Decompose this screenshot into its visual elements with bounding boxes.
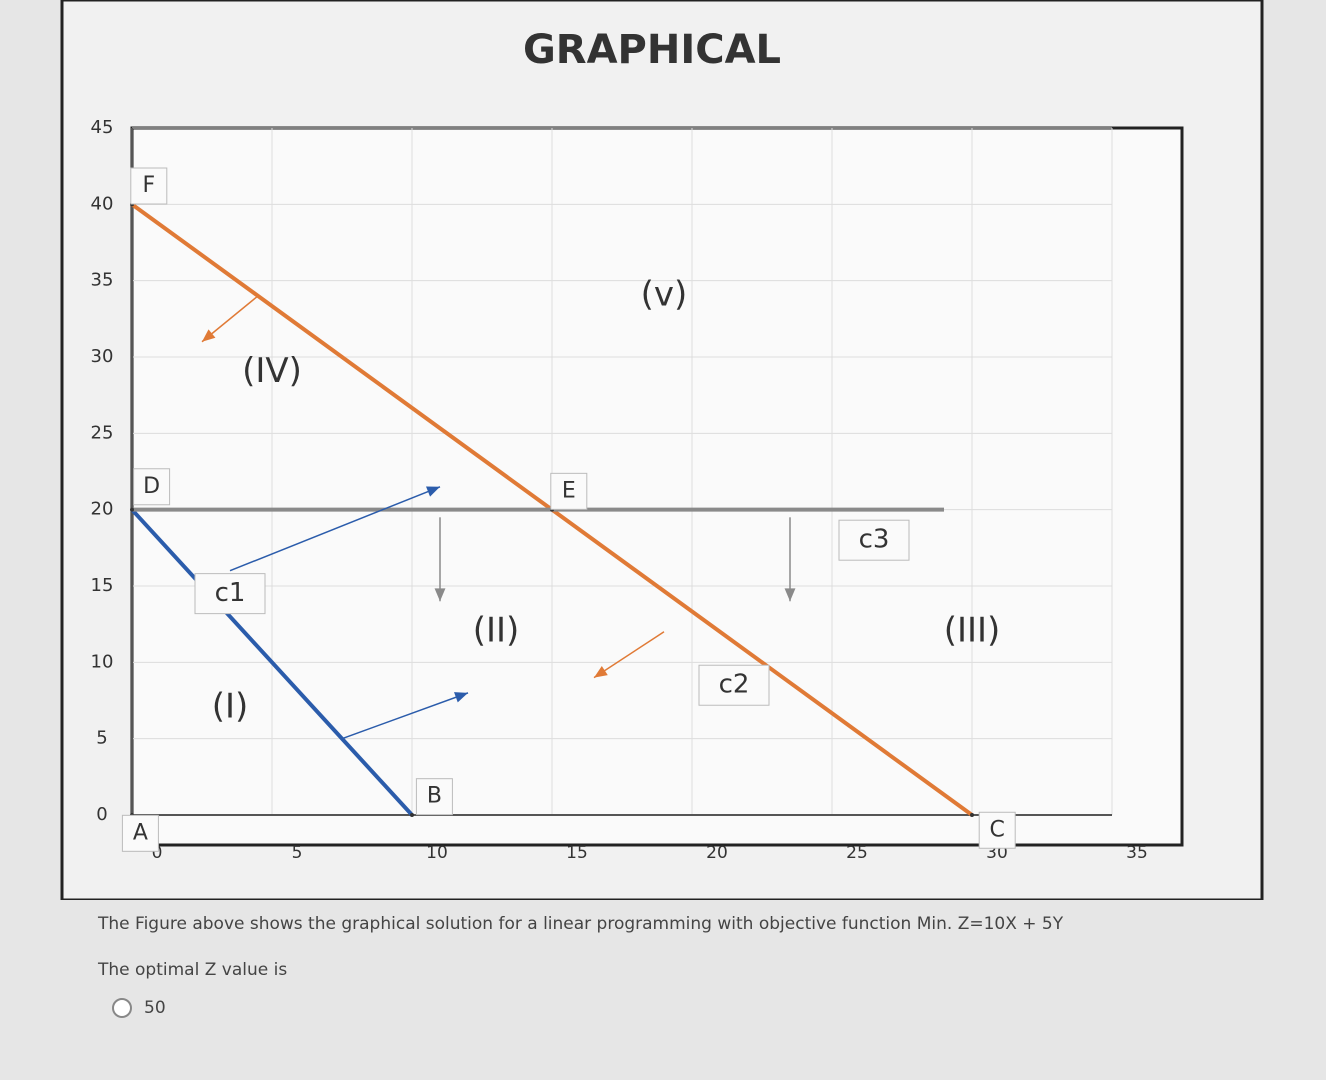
label-box: [698, 664, 770, 706]
arrow-head: [784, 588, 796, 602]
radio[interactable]: [112, 998, 132, 1018]
question-text: The Figure above shows the graphical sol…: [98, 914, 1064, 934]
region-label: (III): [944, 610, 1001, 650]
y-tick-label: 20: [91, 499, 114, 520]
chart-title: GRAPHICAL: [523, 27, 781, 73]
label-box: [415, 778, 453, 816]
x-tick-label: 5: [292, 843, 303, 863]
point-label: D: [143, 474, 160, 499]
arrow-head: [426, 486, 440, 497]
constraint-label: c2: [719, 670, 750, 700]
direction-arrow: [593, 631, 665, 679]
label-box: [550, 472, 588, 510]
region-label: (IV): [242, 351, 302, 391]
y-tick-label: 40: [91, 193, 114, 214]
x-tick-label: 20: [706, 843, 728, 863]
plot-area: [130, 126, 1184, 847]
y-tick-label: 25: [91, 422, 114, 443]
arrow-head: [594, 665, 608, 678]
label-box: [121, 814, 159, 852]
y-tick-label: 10: [91, 651, 114, 672]
label-box: [133, 468, 171, 506]
arrow-head: [202, 329, 216, 342]
x-tick-label: 0: [152, 843, 163, 863]
x-tick-label: 10: [426, 843, 448, 863]
point-label: E: [562, 478, 576, 503]
x-tick-label: 15: [566, 843, 588, 863]
label-box: [978, 811, 1016, 849]
y-tick-label: 30: [91, 346, 114, 367]
chart: GRAPHICAL 0 5 10 15 20 25 30 350510152025303540…: [60, 0, 1264, 900]
label-box: [194, 573, 266, 615]
y-tick-label: 5: [96, 728, 107, 749]
point-label: F: [142, 173, 155, 198]
point-label: A: [133, 820, 148, 845]
direction-arrow: [341, 692, 469, 740]
point-label: C: [990, 817, 1005, 842]
x-tick-label: 35: [1126, 843, 1148, 863]
region-label: (II): [473, 610, 520, 650]
constraint-line: [130, 508, 414, 817]
label-box: [130, 167, 168, 205]
region-label: (I): [212, 687, 249, 727]
constraint-label: c3: [859, 525, 890, 555]
y-tick-label: 0: [96, 804, 107, 825]
corner-point: [130, 507, 134, 512]
y-tick-label: 35: [91, 270, 114, 291]
option-label: 50: [144, 998, 166, 1018]
question-prompt: The optimal Z value is: [98, 960, 288, 980]
y-tick-label: 15: [91, 575, 114, 596]
corner-point: [970, 813, 974, 817]
arrow-head: [434, 588, 446, 602]
region-label: (v): [641, 274, 688, 314]
y-tick-label: 45: [91, 117, 114, 138]
label-box: [838, 519, 910, 561]
point-label: B: [427, 784, 442, 809]
corner-point: [410, 813, 414, 817]
arrow-head: [454, 692, 468, 703]
direction-arrow: [229, 486, 441, 572]
x-tick-label: 25: [846, 843, 868, 863]
option[interactable]: 50: [112, 998, 166, 1018]
constraint-label: c1: [215, 578, 246, 608]
